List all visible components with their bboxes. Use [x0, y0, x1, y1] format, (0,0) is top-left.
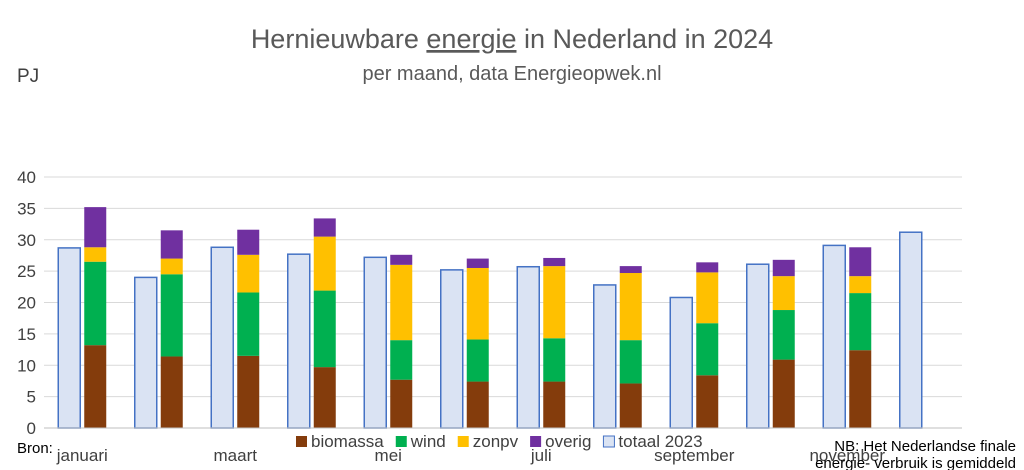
bar-segment-overig	[849, 247, 872, 277]
y-tick-label: 30	[17, 231, 36, 250]
footnote-line-2: energie- verbruik is gemiddeld	[815, 455, 1016, 470]
bar-totaal-2023	[822, 244, 846, 429]
bar-totaal-2023	[746, 263, 770, 429]
bar-segment-biomassa	[84, 345, 107, 428]
bar-totaal-2023	[669, 296, 693, 429]
bar-segment-zonpv	[543, 266, 566, 339]
legend-swatch	[457, 436, 469, 447]
legend-swatch	[395, 436, 407, 447]
bar-totaal-2023	[899, 231, 923, 429]
y-tick-label: 10	[17, 356, 36, 375]
bar-segment-overig	[696, 262, 719, 273]
bar-segment-wind	[390, 340, 413, 380]
chart-subtitle: per maand, data Energieopwek.nl	[362, 63, 661, 85]
bar-segment-biomassa	[772, 359, 795, 428]
chart-title: Hernieuwbare energie in Nederland in 202…	[251, 24, 773, 54]
bar-segment-biomassa	[160, 356, 183, 428]
y-tick-label: 15	[17, 325, 36, 344]
bar-segment-zonpv	[619, 273, 642, 341]
bar-segment-zonpv	[237, 254, 260, 293]
y-tick-label: 35	[17, 199, 36, 218]
y-tick-label: 0	[27, 419, 36, 438]
bar-segment-zonpv	[160, 258, 183, 275]
bar-segment-wind	[543, 338, 566, 382]
bar-segment-wind	[849, 293, 872, 351]
bar-segment-zonpv	[84, 247, 107, 262]
bar-segment-wind	[313, 290, 336, 368]
bar-segment-wind	[466, 339, 489, 382]
bar-segment-wind	[160, 274, 183, 357]
y-tick-label: 40	[17, 168, 36, 187]
y-tick-label: 25	[17, 262, 36, 281]
bar-segment-biomassa	[619, 383, 642, 428]
bar-segment-wind	[84, 261, 107, 346]
legend-label: overig	[545, 432, 591, 451]
bar-segment-overig	[84, 207, 107, 248]
bar-segment-overig	[237, 229, 260, 255]
bar-segment-overig	[543, 257, 566, 267]
source-note: Bron:	[17, 440, 53, 457]
bar-totaal-2023	[134, 276, 158, 429]
bar-segment-biomassa	[849, 350, 872, 428]
bar-segment-overig	[313, 218, 336, 237]
bar-segment-zonpv	[696, 272, 719, 324]
axes: 0 5 10 15 20 25 30 35 40 januari maart mei juli septe…	[17, 168, 962, 465]
bar-totaal-2023	[287, 253, 311, 429]
bar-segment-biomassa	[390, 379, 413, 428]
bar-totaal-2023	[440, 269, 464, 429]
bar-segment-overig	[619, 266, 642, 274]
bar-totaal-2023	[210, 246, 234, 429]
bar-totaal-2023	[363, 256, 387, 429]
y-axis-unit: PJ	[17, 66, 39, 87]
bar-segment-zonpv	[772, 276, 795, 311]
bar-segment-zonpv	[390, 264, 413, 341]
x-tick-label: november	[809, 446, 885, 465]
legend-swatch	[602, 435, 615, 448]
bar-totaal-2023	[57, 247, 81, 429]
y-tick-label: 5	[27, 388, 36, 407]
bar-segment-biomassa	[466, 381, 489, 428]
bar-segment-biomassa	[313, 367, 336, 428]
bar-segment-zonpv	[313, 236, 336, 291]
bar-segment-biomassa	[237, 355, 260, 428]
legend-label: totaal 2023	[618, 432, 702, 451]
bar-totaal-2023	[593, 284, 617, 429]
bar-segment-wind	[772, 310, 795, 360]
chart-title-underlined: energie	[426, 24, 516, 54]
legend-label: zonpv	[473, 432, 519, 451]
x-tick-label: maart	[214, 446, 258, 465]
bar-segment-overig	[160, 230, 183, 259]
x-tick-label: september	[654, 446, 735, 465]
legend-swatch	[296, 436, 307, 447]
x-tick-label: januari	[56, 446, 108, 465]
y-tick-label: 20	[17, 294, 36, 313]
x-tick-label: juli	[530, 446, 552, 465]
bar-segment-wind	[237, 292, 260, 356]
bar-segment-biomassa	[543, 381, 566, 428]
bars	[57, 207, 923, 429]
legend: biomassa wind zonpv overig totaal 2023	[296, 432, 703, 451]
bar-segment-wind	[619, 340, 642, 384]
bar-segment-overig	[390, 254, 413, 265]
bar-segment-biomassa	[696, 375, 719, 428]
legend-swatch	[530, 436, 542, 447]
bar-segment-wind	[696, 323, 719, 376]
bar-totaal-2023	[516, 265, 540, 429]
bar-segment-zonpv	[849, 276, 872, 294]
legend-label: wind	[410, 432, 446, 451]
bar-segment-overig	[466, 258, 489, 268]
legend-label: biomassa	[311, 432, 384, 451]
bar-segment-zonpv	[466, 267, 489, 340]
x-tick-label: mei	[375, 446, 402, 465]
bar-segment-overig	[772, 259, 795, 277]
gridlines	[44, 176, 962, 429]
footnote-line-1: NB: Het Nederlandse finale	[834, 438, 1016, 455]
